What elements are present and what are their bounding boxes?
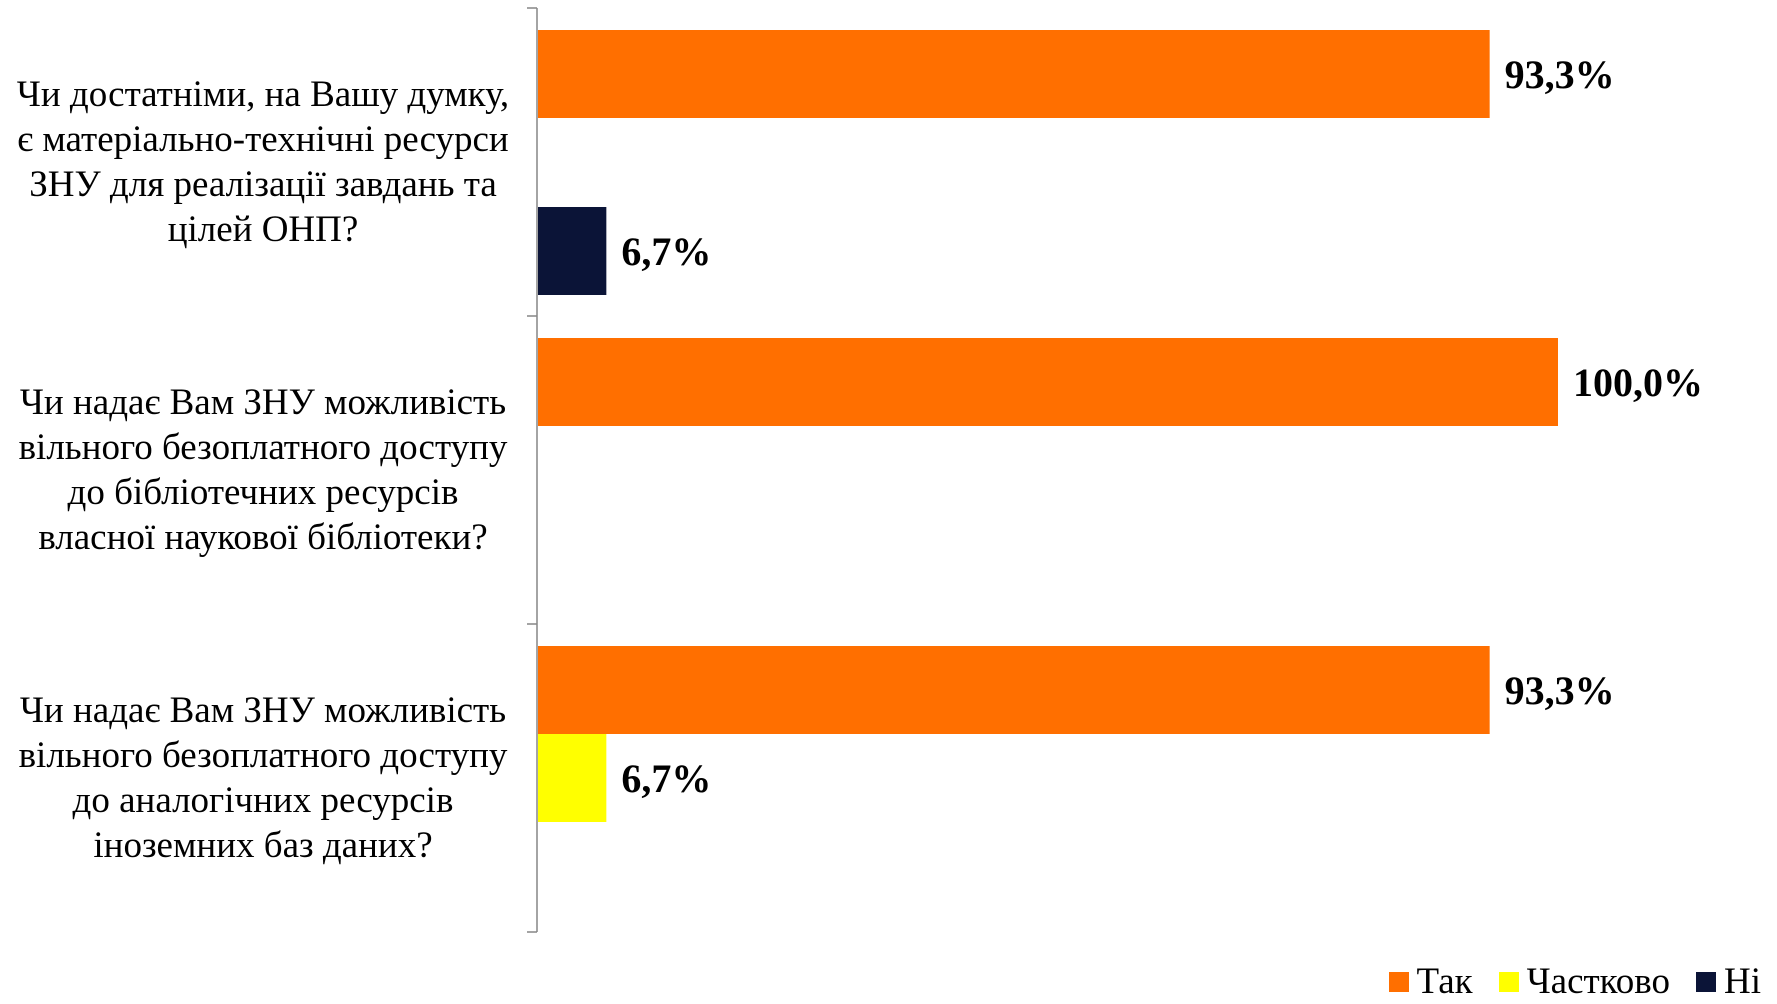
data-label: 100,0% — [1573, 360, 1703, 405]
legend-label-tak: Так — [1416, 961, 1473, 1002]
category-label: Чи надає Вам ЗНУ можливість вільного без… — [18, 689, 508, 867]
category-label: Чи достатніми, на Вашу думку, є матеріал… — [16, 73, 510, 251]
legend-item-chastkovo: Частково — [1498, 960, 1670, 1003]
category-label: Чи надає Вам ЗНУ можливість вільного без… — [18, 381, 508, 559]
legend-swatch-tak — [1388, 971, 1409, 992]
data-label: 6,7% — [621, 229, 711, 274]
bar-tak — [538, 30, 1490, 118]
bar-tak — [538, 646, 1490, 734]
legend-swatch-ni — [1696, 971, 1716, 992]
legend-label-chastkovo: Частково — [1526, 961, 1670, 1002]
data-label: 93,3% — [1505, 52, 1615, 97]
legend-item-ni: Ні — [1696, 960, 1761, 1003]
legend-label-ni: Ні — [1724, 961, 1761, 1002]
legend: Так Частково Ні — [1388, 960, 1761, 1003]
bar-ni — [538, 207, 607, 295]
data-label: 93,3% — [1505, 668, 1615, 713]
bar-chastkovo — [538, 734, 607, 822]
bar-tak — [538, 338, 1558, 426]
legend-item-tak: Так — [1388, 960, 1473, 1003]
legend-swatch-chastkovo — [1498, 971, 1519, 992]
data-label: 6,7% — [621, 756, 711, 801]
